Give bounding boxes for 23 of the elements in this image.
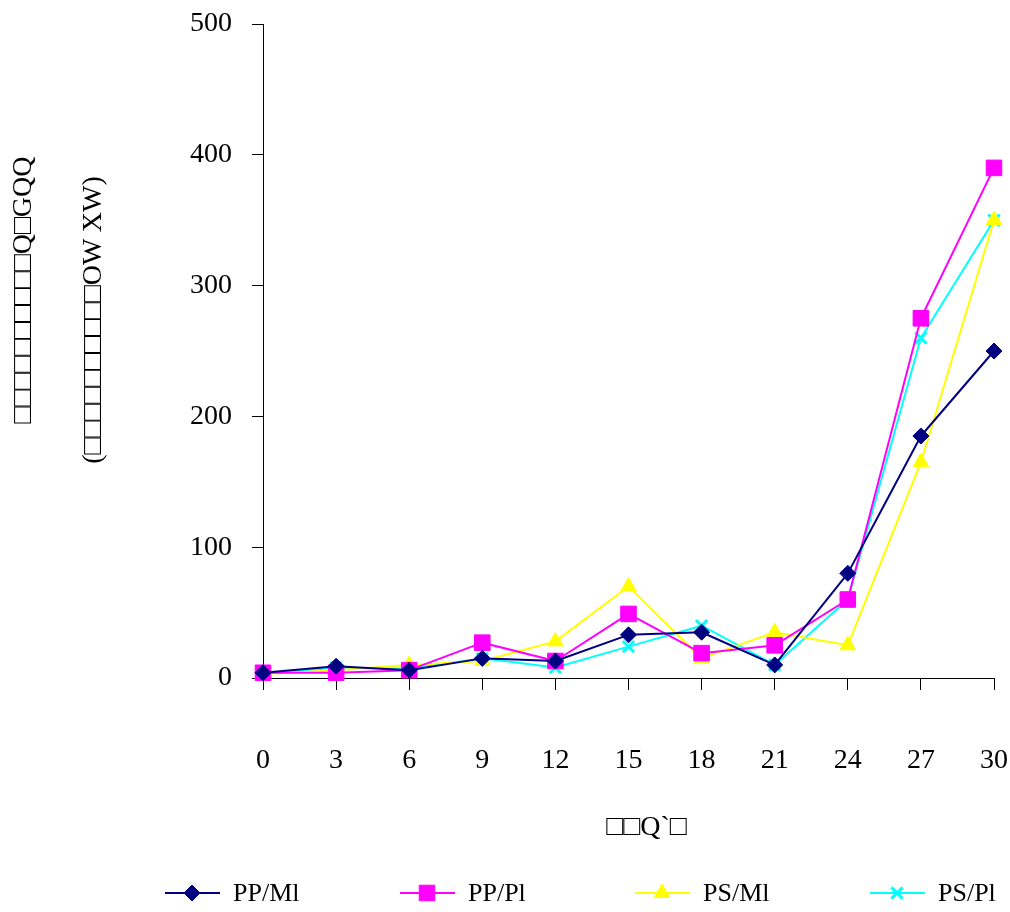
- x-tick-label: 12: [541, 743, 570, 775]
- y-tick-label: 400: [190, 137, 232, 169]
- legend-label: PS/Ml: [703, 877, 770, 907]
- y-tick-label: 300: [190, 267, 232, 299]
- legend-label: PP/Pl: [468, 877, 526, 907]
- x-axis-title: □□Q`□: [606, 810, 687, 842]
- x-tick-label: 3: [329, 743, 344, 775]
- x-tick-label: 18: [687, 743, 716, 775]
- legend-label: PS/Pl: [938, 877, 996, 907]
- x-tick-label: 30: [980, 743, 1008, 775]
- y-tick-label: 100: [190, 529, 232, 561]
- x-tick-label: 9: [475, 743, 490, 775]
- x-tick-label: 21: [760, 743, 789, 775]
- y-tick-label: 0: [218, 660, 232, 692]
- x-tick-label: 15: [614, 743, 643, 775]
- y-tick-label: 200: [190, 398, 232, 430]
- x-tick-label: 0: [256, 743, 270, 775]
- x-tick-label: 24: [833, 743, 862, 775]
- legend-label: PP/Ml: [233, 877, 300, 907]
- y-tick-label: 500: [190, 6, 232, 38]
- x-tick-label: 27: [906, 743, 935, 775]
- text: □□□□□□□□□□Q□GQQ (□□□□□□□□□□OW XW): [6, 156, 108, 464]
- x-tick-label: 6: [402, 743, 417, 775]
